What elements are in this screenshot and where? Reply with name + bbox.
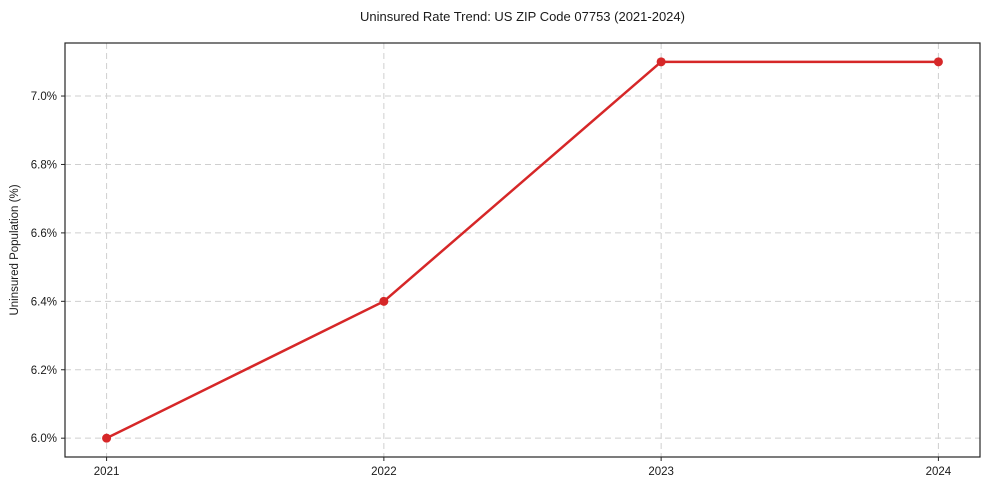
y-tick-label: 7.0%: [31, 91, 57, 103]
plot-frame: [64, 42, 981, 458]
chart-title: Uninsured Rate Trend: US ZIP Code 07753 …: [360, 9, 685, 24]
x-tick-label: 2024: [926, 466, 952, 478]
x-tick-label: 2022: [371, 466, 397, 478]
trend-line: [105, 60, 940, 440]
data-point-marker: [656, 57, 666, 67]
data-point-marker: [379, 296, 389, 306]
y-tick-label: 6.4%: [31, 296, 57, 308]
x-tick-label: 2023: [648, 466, 674, 478]
y-tick-label: 6.2%: [31, 365, 57, 377]
y-tick-label: 6.6%: [31, 228, 57, 240]
data-point-marker: [102, 433, 112, 443]
y-tick-label: 6.8%: [31, 159, 57, 171]
y-tick-label: 6.0%: [31, 433, 57, 445]
x-tick-label: 2021: [94, 466, 120, 478]
data-point-marker: [933, 57, 943, 67]
